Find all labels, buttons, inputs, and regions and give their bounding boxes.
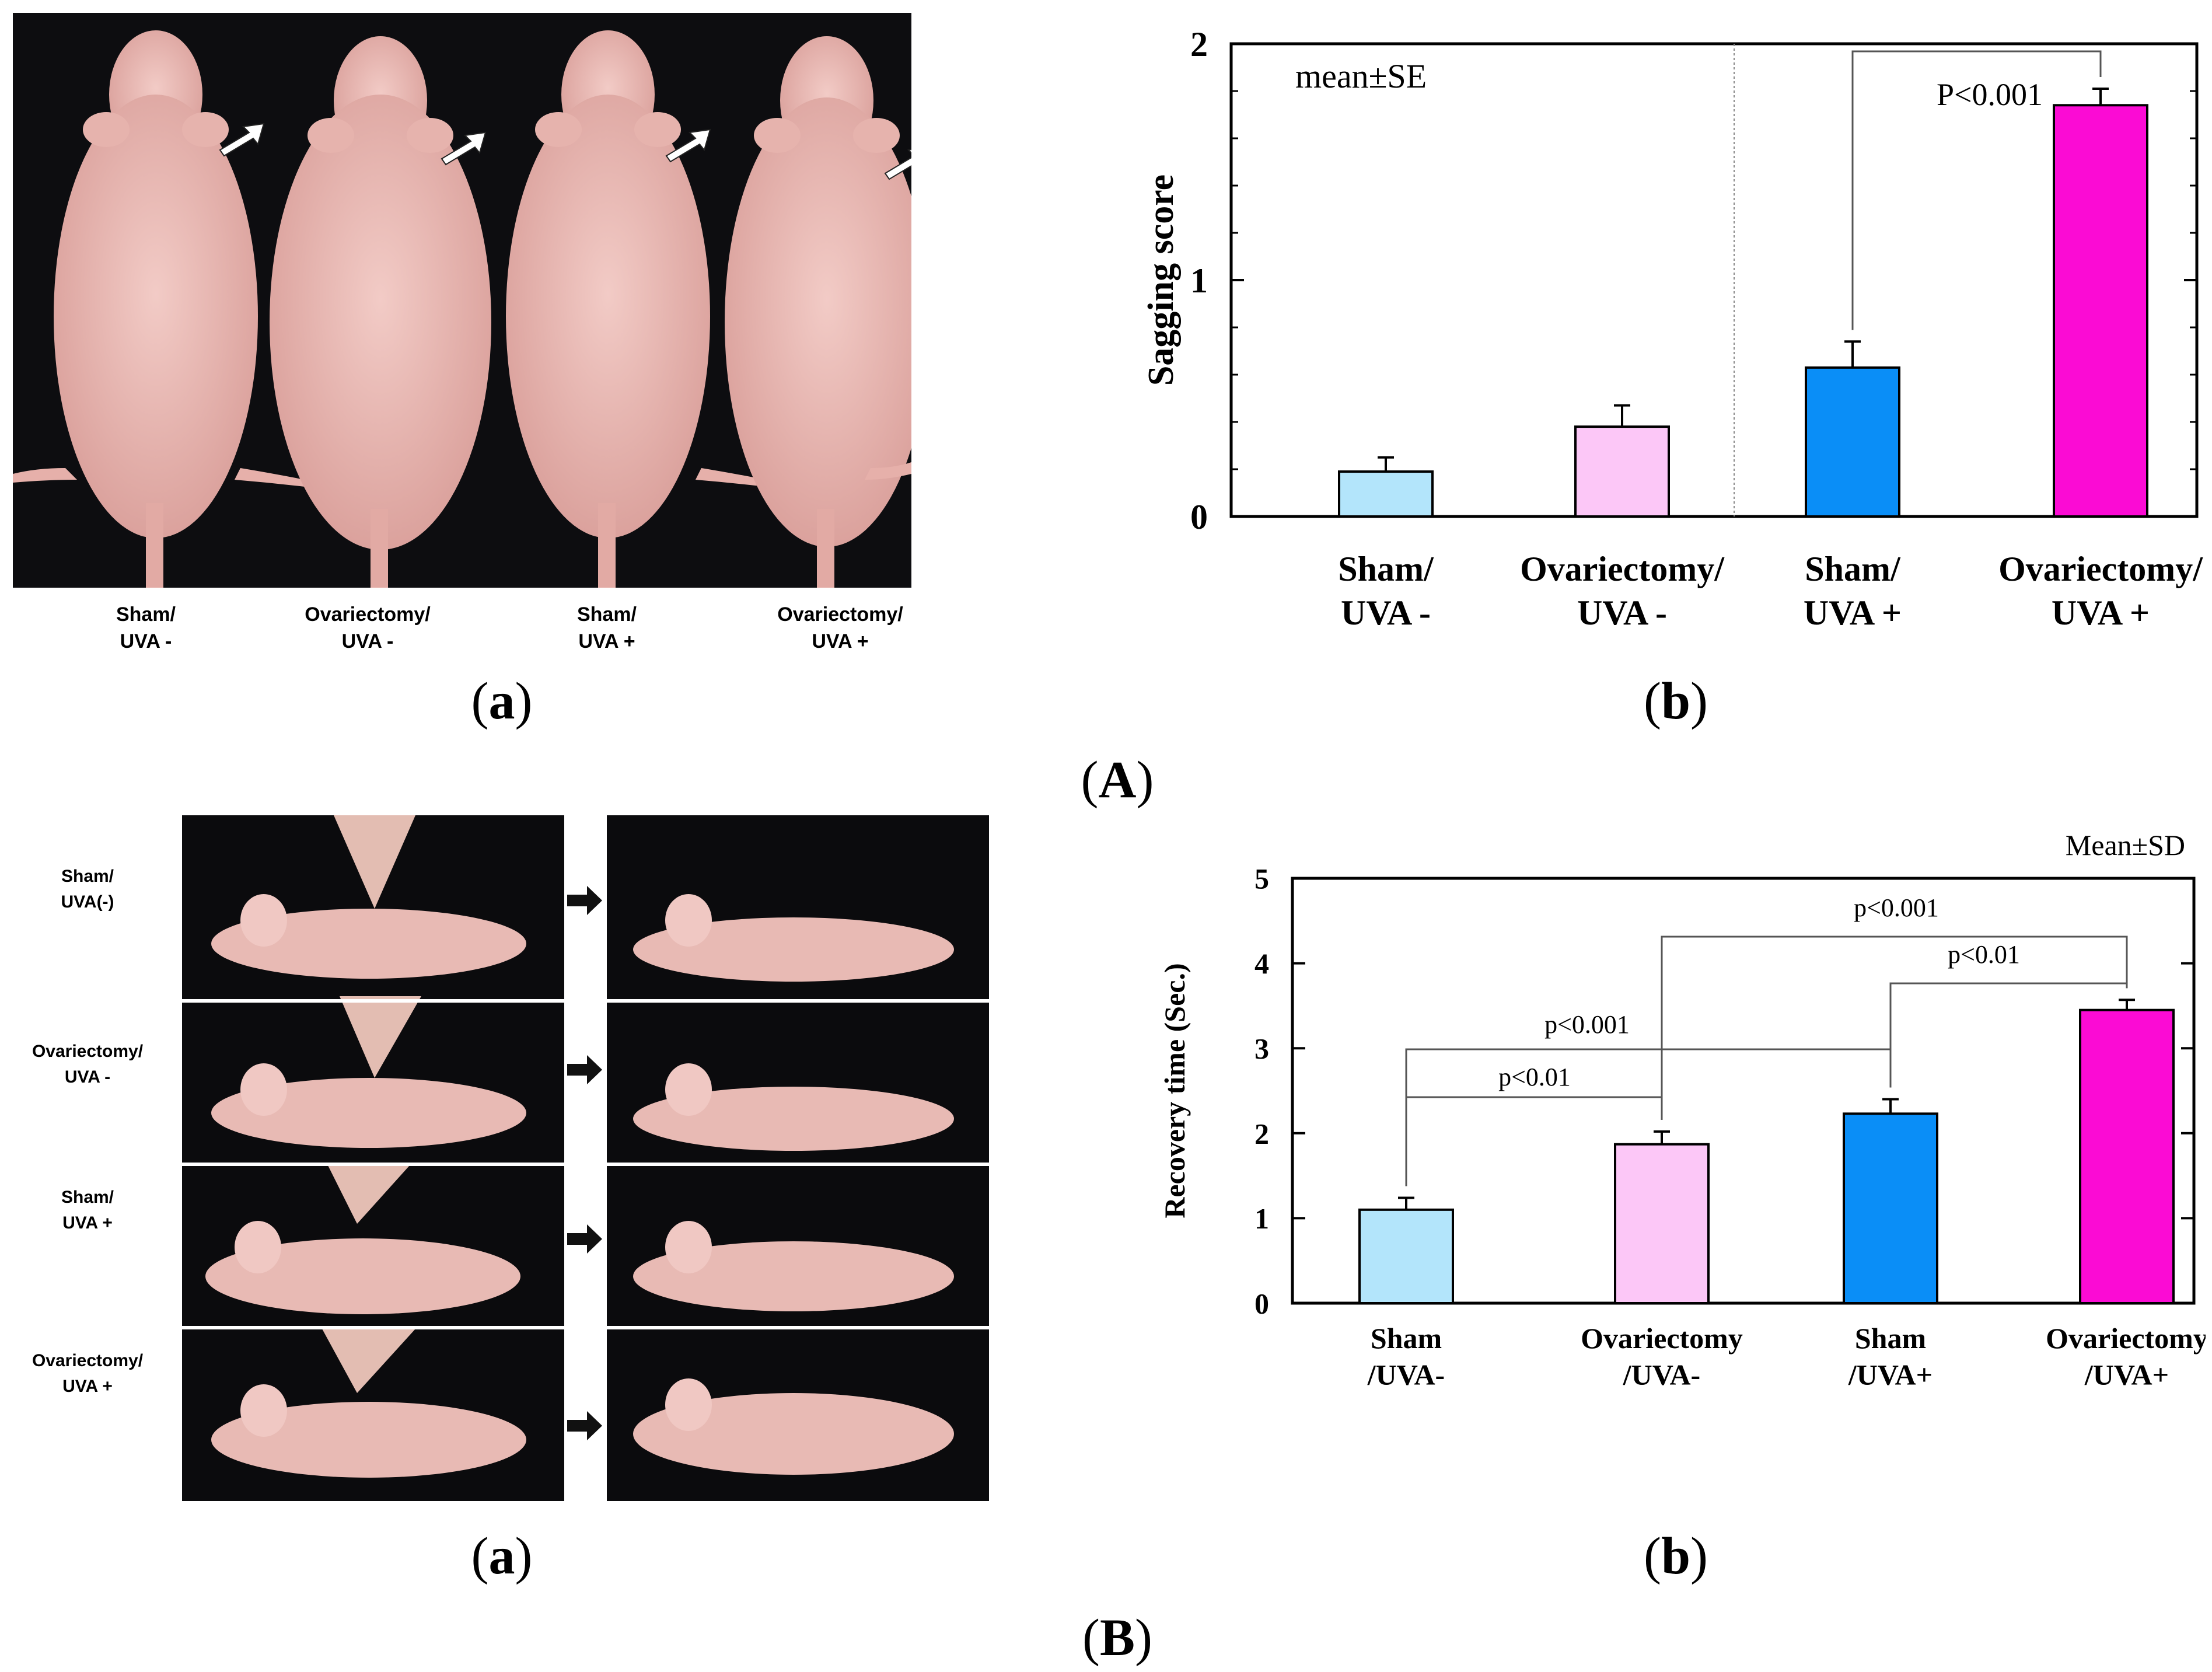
photo-B-row-label-4: Ovariectomy/ UVA + [32, 1351, 144, 1396]
sublabel-B-b: (b) [1643, 1527, 1708, 1585]
x-category-label: Sham/UVA- [1367, 1322, 1445, 1391]
x-category-label: Sham/UVA+ [1848, 1322, 1933, 1391]
x-category-label: Sham/UVA + [1804, 550, 1902, 632]
significance-bracket [1851, 50, 2102, 330]
significance-label: p<0.01 [1498, 1063, 1571, 1091]
significance-label: p<0.01 [1948, 940, 2020, 969]
y-tick-label: 2 [1190, 25, 1208, 64]
panel-label-B: (B) [1082, 1609, 1152, 1667]
arrow-right-icon [567, 1055, 602, 1084]
mouse-1 [13, 30, 305, 588]
photo-A-caption-2: Ovariectomy/ UVA - [305, 603, 431, 652]
y-axis-label: Sagging score [1141, 174, 1181, 386]
mouse-4 [725, 36, 911, 588]
sublabel-B-b-text: b [1661, 1527, 1691, 1585]
x-category-label: Ovariectomy/UVA- [1581, 1322, 1743, 1391]
significance-label: p<0.001 [1854, 893, 1939, 922]
sublabel-B-a-text: a [488, 1527, 515, 1585]
photo-A-caption-3: Sham/ UVA + [576, 603, 637, 652]
bar [1574, 425, 1670, 518]
photo-A-caption-1: Sham/ UVA - [116, 603, 176, 652]
mice-pinched-illustration [182, 815, 564, 1501]
panel-label-A: (A) [1081, 751, 1154, 809]
arrow-right-icon [567, 1224, 602, 1254]
y-tick-label: 5 [1254, 863, 1269, 895]
plot-frame [1229, 42, 2199, 518]
bar [1843, 1112, 1938, 1304]
sublabel-A-b: (b) [1643, 672, 1708, 730]
mouse-3 [506, 30, 766, 588]
y-tick-label: 3 [1254, 1032, 1269, 1065]
bar [2079, 1008, 2175, 1304]
x-category-label: Sham/UVA - [1338, 550, 1434, 632]
bar [1614, 1143, 1710, 1305]
sublabel-A-a-text: a [488, 672, 515, 730]
x-category-label: Ovariectomy/UVA + [1998, 550, 2203, 632]
sublabel-B-a: (a) [471, 1527, 533, 1585]
y-tick-label: 0 [1254, 1287, 1269, 1320]
arrow-right-icon [567, 1411, 602, 1440]
pointer-arrows [219, 123, 911, 180]
sublabel-A-b-text: b [1661, 672, 1691, 730]
mouse-2 [270, 36, 491, 588]
x-category-label: Ovariectomy/UVA+ [2046, 1322, 2206, 1391]
y-tick-label: 1 [1254, 1202, 1269, 1235]
significance-bracket [1889, 982, 2128, 1088]
y-tick-label: 1 [1190, 261, 1208, 300]
photo-panel-B-a-left [182, 815, 564, 1501]
recovery-time-chart: 0 1 2 3 4 5 Recovery time (Sec.) Mean±SD Sham/UV… [1158, 829, 2206, 1391]
mice-backs-illustration [13, 13, 911, 588]
significance-label: P<0.001 [1937, 77, 2043, 112]
stat-annotation: mean±SE [1295, 57, 1427, 95]
photo-B-row-label-1: Sham/ UVA(-) [61, 867, 114, 912]
significance-label: p<0.001 [1544, 1010, 1630, 1039]
bar [1338, 470, 1434, 518]
bar [2053, 104, 2148, 518]
y-tick-label: 2 [1254, 1117, 1269, 1150]
x-category-label: Ovariectomy/UVA - [1520, 550, 1725, 632]
panel-label-B-text: B [1099, 1609, 1135, 1667]
panel-label-A-text: A [1098, 751, 1137, 809]
sublabel-A-a: (a) [471, 672, 533, 730]
photo-B-row-label-2: Ovariectomy/ UVA - [32, 1042, 144, 1087]
significance-bracket [1661, 936, 2128, 1120]
y-tick-label: 4 [1254, 947, 1269, 980]
plot-frame [1291, 877, 2196, 1305]
stat-annotation: Mean±SD [2066, 829, 2185, 861]
photo-B-row-label-3: Sham/ UVA + [61, 1188, 114, 1233]
photo-panel-A-a [13, 13, 911, 588]
photo-panel-B-a-right [607, 815, 989, 1501]
y-tick-label: 0 [1190, 498, 1208, 536]
mice-released-illustration [607, 815, 989, 1501]
photo-A-caption-4: Ovariectomy/ UVA + [777, 603, 903, 652]
bar [1805, 366, 1900, 518]
arrow-right-icon [567, 886, 602, 915]
bar [1358, 1208, 1454, 1305]
y-axis-label: Recovery time (Sec.) [1158, 963, 1191, 1218]
sagging-score-chart: 0 1 2 Sagging score mean±SE Sham/UVA - Ovariec… [1141, 25, 2203, 632]
